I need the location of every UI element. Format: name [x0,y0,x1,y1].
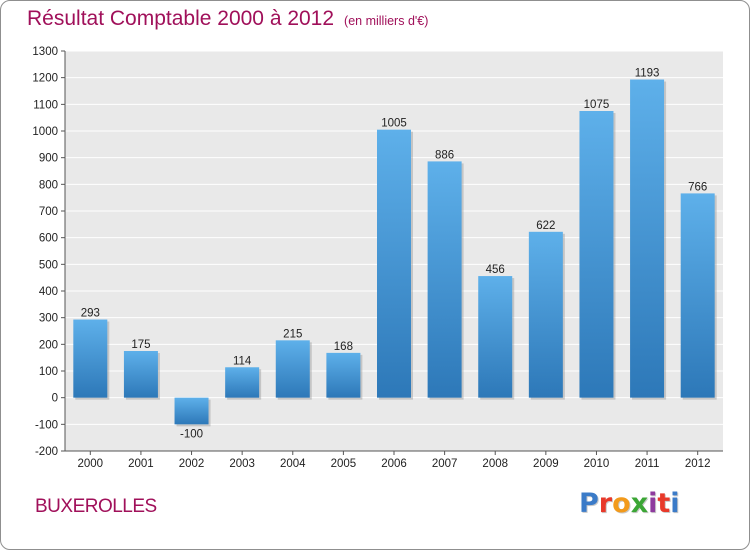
chart-unit-label: (en milliers d'€) [344,14,429,28]
proxiti-logo[interactable]: Proxiti [579,488,680,519]
labels: -200 -100 0 100 200 300 400 500 600 700 800 900 1000… [32,46,710,470]
value-label-2003: 114 [233,355,252,367]
value-label-2012: 766 [688,181,707,193]
x-tick-label-2008: 2008 [482,458,508,470]
value-label-2006: 1005 [381,118,407,130]
bar-2009 [528,231,563,398]
y-tick-label: 100 [39,366,58,378]
x-tick-label-2003: 2003 [229,458,255,470]
bar-2012 [680,193,715,398]
bar-2002 [174,397,209,425]
logo-letter: x [630,488,649,519]
y-tick-label: 600 [39,233,58,245]
logo-letter: o [612,488,631,519]
y-tick-label: 800 [39,179,58,191]
value-label-2000: 293 [81,308,100,320]
chart-title-text: Résultat Comptable 2000 à 2012 [27,7,335,30]
axes [61,50,723,455]
value-label-2008: 456 [486,264,505,276]
value-label-2001: 175 [131,339,150,351]
bar-2007 [427,161,462,398]
x-tick-label-2000: 2000 [78,458,104,470]
bars [73,79,717,427]
value-label-2007: 886 [435,149,454,161]
bar-2010 [579,111,614,398]
logo-letter: t [657,488,671,519]
logo-letter: r [598,488,613,519]
logo-letter: P [579,488,599,519]
value-label-2002: -100 [180,428,203,440]
x-tick-label-2002: 2002 [179,458,205,470]
y-tick-label: 900 [39,153,58,165]
x-tick-label-2012: 2012 [685,458,711,470]
value-label-2004: 215 [283,328,302,340]
bar-2005 [326,352,361,398]
bar-2000 [73,319,108,398]
x-tick-label-2011: 2011 [635,458,660,470]
y-tick-label: 300 [39,313,58,325]
x-tick-label-2009: 2009 [533,458,559,470]
y-tick-label: 1200 [32,73,58,85]
y-tick-label: 500 [39,259,58,271]
x-tick-label-2006: 2006 [381,458,407,470]
commune-name: BUXEROLLES [35,496,157,517]
y-tick-label: 1300 [32,46,58,58]
value-label-2009: 622 [536,220,555,232]
bar-2006 [377,129,411,398]
chart-title: Résultat Comptable 2000 à 2012 (en millie… [27,7,428,31]
bar-2008 [478,276,513,398]
bar-2001 [123,351,158,398]
y-tick-label: -200 [35,446,58,458]
x-tick-label-2005: 2005 [331,458,357,470]
logo-letter: i [670,488,680,519]
y-tick-label: 700 [39,206,58,218]
x-tick-label-2004: 2004 [280,458,306,470]
x-tick-label-2001: 2001 [128,458,154,470]
logo-letter: i [648,488,658,519]
bar-2011 [630,79,665,398]
bar-2003 [225,367,260,398]
value-label-2010: 1075 [584,99,610,111]
y-tick-label: -100 [35,419,58,431]
y-tick-label: 1000 [32,126,58,138]
x-tick-label-2007: 2007 [432,458,458,470]
y-tick-label: 1100 [33,99,58,111]
y-tick-label: 200 [39,339,58,351]
y-tick-label: 0 [52,393,58,405]
x-tick-label-2010: 2010 [584,458,610,470]
value-label-2011: 1193 [635,68,660,80]
bar-2004 [275,340,310,398]
y-tick-label: 400 [39,286,58,298]
value-label-2005: 168 [334,341,353,353]
